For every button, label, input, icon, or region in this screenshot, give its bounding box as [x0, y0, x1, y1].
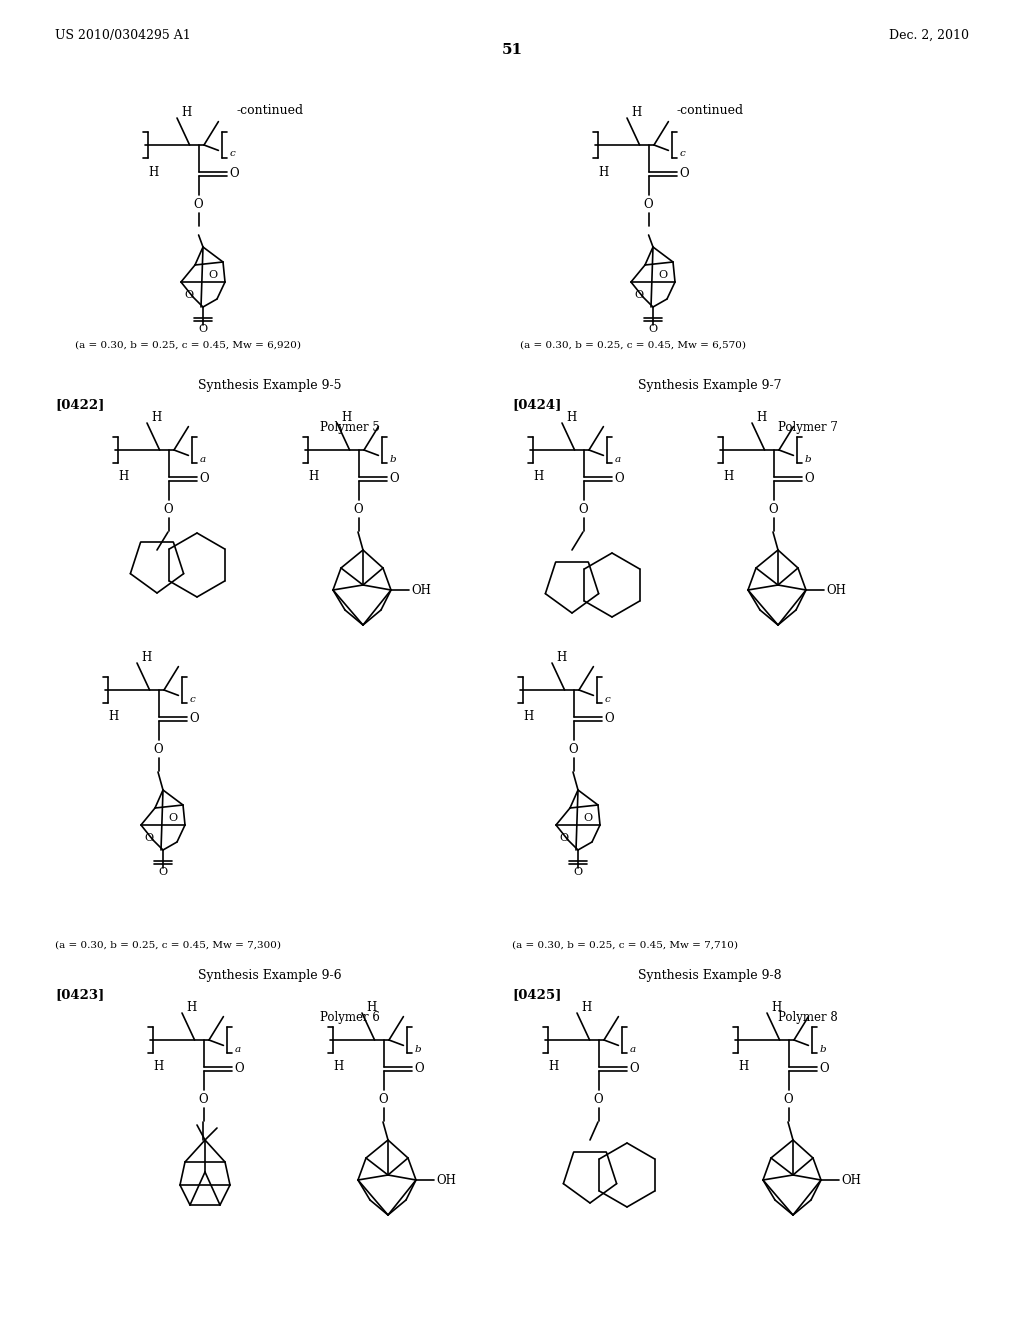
Text: (a = 0.30, b = 0.25, c = 0.45, Mw = 7,300): (a = 0.30, b = 0.25, c = 0.45, Mw = 7,30… — [55, 940, 281, 949]
Text: OH: OH — [826, 583, 846, 597]
Text: H: H — [581, 1001, 591, 1014]
Text: O: O — [168, 813, 177, 822]
Text: O: O — [415, 1063, 424, 1076]
Text: O: O — [584, 813, 593, 822]
Text: b: b — [805, 454, 811, 463]
Text: H: H — [181, 106, 191, 119]
Text: H: H — [154, 1060, 164, 1073]
Text: Synthesis Example 9-6: Synthesis Example 9-6 — [199, 969, 342, 982]
Text: O: O — [630, 1063, 639, 1076]
Text: H: H — [598, 165, 608, 178]
Text: H: H — [771, 1001, 781, 1014]
Text: H: H — [334, 1060, 344, 1073]
Text: H: H — [523, 710, 534, 723]
Text: a: a — [200, 454, 206, 463]
Text: OH: OH — [841, 1173, 861, 1187]
Text: a: a — [630, 1044, 636, 1053]
Text: -continued: -continued — [237, 103, 303, 116]
Text: O: O — [769, 503, 778, 516]
Text: O: O — [579, 503, 589, 516]
Text: O: O — [189, 713, 200, 725]
Text: H: H — [341, 411, 351, 424]
Text: H: H — [109, 710, 119, 723]
Text: b: b — [819, 1044, 826, 1053]
Text: H: H — [141, 651, 152, 664]
Text: O: O — [805, 473, 814, 486]
Text: H: H — [534, 470, 544, 483]
Text: O: O — [144, 833, 154, 843]
Text: a: a — [614, 454, 621, 463]
Text: c: c — [605, 694, 610, 704]
Text: O: O — [680, 168, 689, 181]
Text: Polymer 6: Polymer 6 — [321, 1011, 380, 1023]
Text: H: H — [738, 1060, 749, 1073]
Text: Polymer 5: Polymer 5 — [321, 421, 380, 433]
Text: O: O — [159, 867, 168, 876]
Text: c: c — [230, 149, 236, 158]
Text: O: O — [573, 867, 583, 876]
Text: 51: 51 — [502, 44, 522, 57]
Text: [0425]: [0425] — [512, 989, 561, 1002]
Text: (a = 0.30, b = 0.25, c = 0.45, Mw = 6,570): (a = 0.30, b = 0.25, c = 0.45, Mw = 6,57… — [520, 341, 746, 350]
Text: c: c — [680, 149, 686, 158]
Text: Polymer 7: Polymer 7 — [778, 421, 838, 433]
Text: H: H — [724, 470, 734, 483]
Text: H: H — [631, 106, 641, 119]
Text: O: O — [209, 271, 217, 280]
Text: (a = 0.30, b = 0.25, c = 0.45, Mw = 7,710): (a = 0.30, b = 0.25, c = 0.45, Mw = 7,71… — [512, 940, 738, 949]
Text: H: H — [119, 470, 129, 483]
Text: O: O — [594, 1093, 603, 1106]
Text: O: O — [164, 503, 173, 516]
Text: H: H — [549, 1060, 559, 1073]
Text: Polymer 8: Polymer 8 — [778, 1011, 838, 1023]
Text: O: O — [199, 323, 208, 334]
Text: H: H — [186, 1001, 197, 1014]
Text: O: O — [184, 290, 194, 300]
Text: b: b — [389, 454, 396, 463]
Text: b: b — [415, 1044, 421, 1053]
Text: H: H — [366, 1001, 376, 1014]
Text: O: O — [568, 743, 579, 756]
Text: H: H — [308, 470, 318, 483]
Text: O: O — [154, 743, 164, 756]
Text: H: H — [151, 411, 161, 424]
Text: O: O — [234, 1063, 245, 1076]
Text: O: O — [648, 323, 657, 334]
Text: O: O — [783, 1093, 794, 1106]
Text: O: O — [605, 713, 614, 725]
Text: Synthesis Example 9-5: Synthesis Example 9-5 — [199, 379, 342, 392]
Text: O: O — [614, 473, 625, 486]
Text: Synthesis Example 9-8: Synthesis Example 9-8 — [638, 969, 781, 982]
Text: US 2010/0304295 A1: US 2010/0304295 A1 — [55, 29, 190, 41]
Text: Dec. 2, 2010: Dec. 2, 2010 — [889, 29, 969, 41]
Text: (a = 0.30, b = 0.25, c = 0.45, Mw = 6,920): (a = 0.30, b = 0.25, c = 0.45, Mw = 6,92… — [75, 341, 301, 350]
Text: c: c — [189, 694, 196, 704]
Text: OH: OH — [411, 583, 431, 597]
Text: O: O — [229, 168, 240, 181]
Text: -continued: -continued — [677, 103, 743, 116]
Text: [0423]: [0423] — [55, 989, 104, 1002]
Text: O: O — [644, 198, 653, 211]
Text: H: H — [756, 411, 766, 424]
Text: O: O — [635, 290, 643, 300]
Text: H: H — [148, 165, 159, 178]
Text: O: O — [820, 1063, 829, 1076]
Text: OH: OH — [436, 1173, 456, 1187]
Text: O: O — [559, 833, 568, 843]
Text: [0422]: [0422] — [55, 399, 104, 412]
Text: O: O — [199, 1093, 209, 1106]
Text: O: O — [390, 473, 399, 486]
Text: O: O — [379, 1093, 388, 1106]
Text: H: H — [556, 651, 566, 664]
Text: O: O — [200, 473, 210, 486]
Text: O: O — [658, 271, 668, 280]
Text: Synthesis Example 9-7: Synthesis Example 9-7 — [638, 379, 781, 392]
Text: O: O — [194, 198, 204, 211]
Text: a: a — [234, 1044, 241, 1053]
Text: [0424]: [0424] — [512, 399, 561, 412]
Text: H: H — [566, 411, 577, 424]
Text: O: O — [353, 503, 364, 516]
